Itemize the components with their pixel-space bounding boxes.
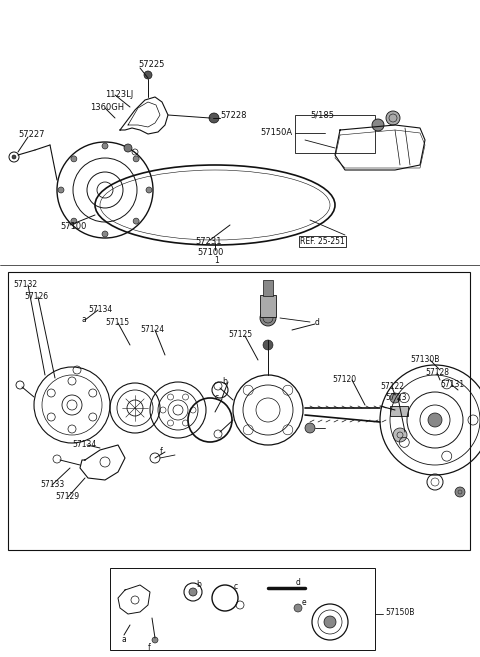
Circle shape (324, 616, 336, 628)
Text: 57128: 57128 (425, 368, 449, 377)
Circle shape (189, 588, 197, 596)
Circle shape (372, 119, 384, 131)
Text: 57'23: 57'23 (385, 393, 407, 402)
Bar (263, 280, 273, 296)
Text: c: c (215, 393, 219, 402)
Circle shape (209, 113, 219, 123)
Text: 57134: 57134 (72, 440, 96, 449)
Text: a: a (82, 315, 87, 324)
Circle shape (152, 637, 158, 643)
Circle shape (146, 187, 152, 193)
Circle shape (260, 310, 276, 326)
Text: 57131: 57131 (440, 380, 464, 389)
Text: 57134: 57134 (88, 305, 112, 314)
Bar (8, 272, 470, 550)
Text: 57126: 57126 (24, 292, 48, 301)
Text: 57115: 57115 (105, 318, 129, 327)
Circle shape (455, 487, 465, 497)
Text: a: a (122, 635, 127, 644)
Text: 1123LJ: 1123LJ (105, 90, 133, 99)
Bar (390, 406, 408, 416)
Circle shape (428, 413, 442, 427)
Text: 57132: 57132 (13, 280, 37, 289)
Circle shape (71, 218, 77, 224)
Circle shape (144, 71, 152, 79)
Circle shape (263, 340, 273, 350)
Text: b: b (222, 377, 227, 386)
Text: 57124: 57124 (140, 325, 164, 334)
Circle shape (124, 144, 132, 152)
Bar (295, 115, 375, 153)
Circle shape (390, 393, 400, 403)
Text: 57150A: 57150A (260, 128, 292, 137)
Circle shape (58, 187, 64, 193)
Circle shape (102, 143, 108, 149)
Text: 57125: 57125 (228, 330, 252, 339)
Text: 57133: 57133 (40, 480, 64, 489)
Circle shape (393, 428, 407, 442)
Circle shape (102, 231, 108, 237)
Text: c: c (234, 582, 238, 591)
Text: REF. 25-251: REF. 25-251 (300, 237, 345, 246)
Text: 57227: 57227 (18, 130, 45, 139)
Text: 57100: 57100 (60, 222, 86, 231)
Circle shape (386, 111, 400, 125)
Circle shape (133, 156, 139, 162)
Text: 57100: 57100 (197, 248, 223, 257)
Text: 1: 1 (215, 256, 219, 265)
Circle shape (12, 155, 16, 159)
Bar (260, 295, 276, 317)
Text: 57122: 57122 (380, 382, 404, 391)
Text: d: d (315, 318, 320, 327)
Text: 5/185: 5/185 (310, 110, 334, 119)
Text: 57129: 57129 (55, 492, 79, 501)
Text: 1360GH: 1360GH (90, 103, 124, 112)
Text: b: b (196, 580, 201, 589)
Text: 57130B: 57130B (410, 355, 439, 364)
Text: 57150B: 57150B (385, 608, 414, 617)
Text: 57231: 57231 (195, 237, 221, 246)
Text: f: f (160, 447, 163, 456)
Text: 57120: 57120 (332, 375, 356, 384)
Circle shape (294, 604, 302, 612)
Circle shape (305, 423, 315, 433)
Text: 57228: 57228 (220, 111, 247, 120)
Text: 57225: 57225 (138, 60, 164, 69)
Text: f: f (148, 643, 151, 652)
Circle shape (71, 156, 77, 162)
Text: d: d (296, 578, 301, 587)
Circle shape (133, 218, 139, 224)
Text: e: e (302, 598, 307, 607)
Bar (110, 568, 375, 650)
